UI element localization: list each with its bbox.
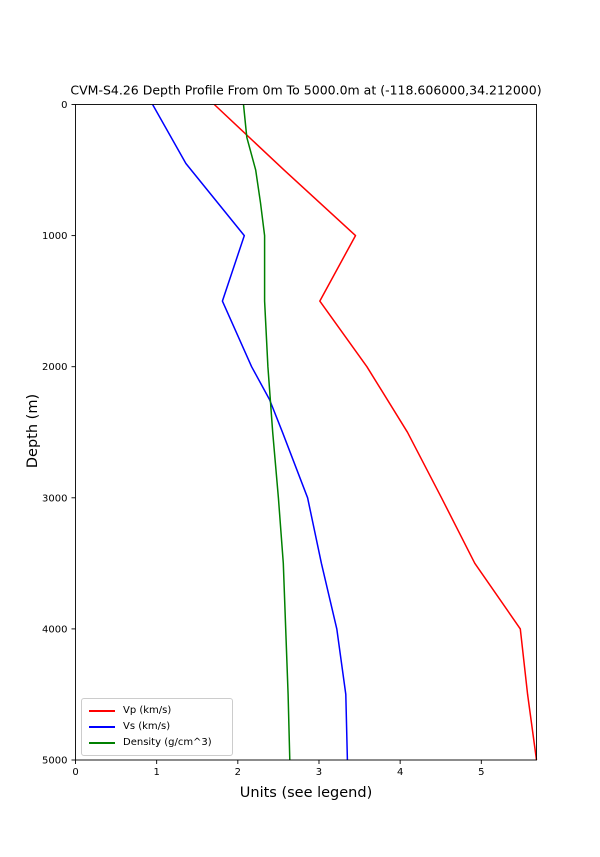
plot-border xyxy=(75,104,537,761)
x-tick-label: 2 xyxy=(235,767,241,778)
legend-label-vp: Vp (km/s) xyxy=(123,705,172,716)
legend-label-vs: Vs (km/s) xyxy=(123,721,171,732)
density-line-swatch xyxy=(89,742,115,744)
x-tick-label: 5 xyxy=(478,767,484,778)
chart-title: CVM-S4.26 Depth Profile From 0m To 5000.… xyxy=(70,82,542,98)
y-tick-label: 5000 xyxy=(42,756,67,767)
series-line-vp-km-s xyxy=(213,103,538,761)
legend-item-density: Density (g/cm^3) xyxy=(89,738,225,748)
vs-line-swatch xyxy=(89,726,115,728)
legend-label-density: Density (g/cm^3) xyxy=(123,737,212,748)
x-tick-label: 3 xyxy=(316,767,322,778)
legend: Vp (km/s) Vs (km/s) Density (g/cm^3) xyxy=(81,698,233,756)
y-tick-label: 3000 xyxy=(42,493,67,504)
y-axis-label: Depth (m) xyxy=(25,393,41,469)
y-tick-label: 4000 xyxy=(42,624,67,635)
plot-frame xyxy=(75,104,537,761)
x-axis-label: Units (see legend) xyxy=(239,785,373,801)
legend-item-vp: Vp (km/s) xyxy=(89,706,225,716)
axis-ticks: 0 1 2 3 4 5 0 1000 2000 3000 4000 5000 xyxy=(42,100,484,778)
x-tick-label: 1 xyxy=(153,767,159,778)
series-line-vs-km-s xyxy=(151,104,349,761)
series-line-density-g-cm-3 xyxy=(242,104,291,761)
data-series xyxy=(151,103,538,761)
vp-line-swatch xyxy=(89,710,115,712)
x-tick-label: 4 xyxy=(397,767,403,778)
y-tick-label: 0 xyxy=(61,100,67,111)
y-tick-label: 2000 xyxy=(42,362,67,373)
legend-item-vs: Vs (km/s) xyxy=(89,722,225,732)
y-tick-label: 1000 xyxy=(42,231,67,242)
x-tick-label: 0 xyxy=(72,767,78,778)
